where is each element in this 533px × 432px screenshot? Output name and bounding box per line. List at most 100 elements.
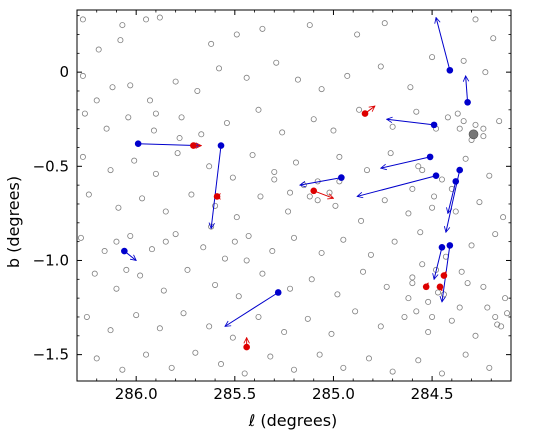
cluster [468, 129, 479, 140]
field-star-point [152, 110, 159, 117]
field-star-point [162, 238, 169, 245]
red-star-point [440, 272, 448, 279]
blue-star-vector [381, 156, 431, 168]
red-star-point [422, 283, 430, 291]
cluster-marker [468, 129, 479, 140]
field-star-point [81, 110, 88, 117]
field-star-point [492, 313, 499, 320]
field-star-point [281, 329, 288, 336]
field-star-point [389, 123, 396, 130]
blue-star-vector [225, 292, 279, 326]
field-star-point [498, 323, 505, 330]
field-star-point [178, 114, 185, 121]
red-star-point [213, 193, 221, 200]
blue-star-point [274, 289, 282, 296]
field-star-point [480, 283, 487, 290]
field-star-point [456, 125, 463, 132]
field-star-point [425, 329, 432, 336]
field-star-point [287, 189, 294, 196]
y-tick-label: −1.5 [33, 346, 69, 364]
field-star-point [176, 135, 183, 142]
x-tick-label: 286.0 [115, 385, 158, 403]
field-star-point [310, 116, 317, 123]
field-star-point [206, 323, 213, 330]
field-star-point [454, 110, 461, 117]
field-star-point [83, 313, 90, 320]
field-star-point [294, 76, 301, 83]
field-star-point [354, 31, 361, 38]
field-star-point [168, 364, 175, 371]
field-star-point [101, 248, 108, 255]
blue-star-point [464, 98, 471, 106]
field-star-point [383, 283, 390, 290]
field-star-point [460, 57, 467, 64]
field-star-point [389, 368, 396, 375]
field-star-point [146, 97, 153, 104]
field-star-point [308, 276, 315, 283]
y-axis-label: b (degrees) [4, 176, 23, 268]
field-star-point [458, 268, 465, 275]
field-star-point [292, 159, 299, 166]
field-star-point [448, 317, 455, 324]
y-tick-label: 0 [59, 63, 69, 81]
field-star-point [216, 65, 223, 72]
field-star-point [198, 131, 205, 138]
field-star-point [206, 163, 213, 170]
blue-star-vector [434, 247, 443, 279]
red-star-point [190, 142, 197, 149]
y-tick-label: −0.5 [33, 157, 69, 175]
field-star-point [318, 86, 325, 93]
field-star-point [269, 248, 276, 255]
field-star-point [152, 170, 159, 177]
field-star-point [401, 313, 408, 320]
field-star-point [486, 172, 493, 179]
field-star-point [444, 114, 451, 121]
field-star-point [212, 202, 219, 209]
field-star-point [413, 108, 420, 115]
field-star-point [160, 287, 167, 294]
field-star-point [271, 176, 278, 183]
field-star-point [143, 16, 150, 23]
field-star-point [415, 163, 422, 170]
field-star-point [326, 189, 333, 196]
field-star-point [502, 295, 509, 302]
field-star-point [290, 234, 297, 241]
field-star-point [413, 308, 420, 315]
field-star-point [409, 280, 416, 287]
field-star-point [233, 31, 240, 38]
blue-star-vector [448, 181, 457, 213]
field-star-point [387, 150, 394, 157]
field-star-point [285, 208, 292, 215]
field-star-point [328, 330, 335, 337]
field-star-point [249, 152, 256, 159]
x-axis-label: ℓ (degrees) [248, 411, 338, 430]
field-star-point [356, 106, 363, 113]
x-tick-label: 285.0 [312, 385, 355, 403]
field-star-point [468, 242, 475, 249]
field-star-point [409, 274, 416, 281]
field-star-point [287, 285, 294, 292]
field-star-point [188, 191, 195, 198]
field-star-point [431, 193, 438, 200]
field-star-point [93, 97, 100, 104]
field-star-point [484, 304, 491, 311]
field-star-point [472, 121, 479, 128]
field-star-point [306, 22, 313, 29]
field-star-point [257, 193, 264, 200]
field-star-point [143, 351, 150, 358]
blue-star-point [217, 142, 225, 149]
field-star-point [77, 234, 84, 241]
field-star-point [200, 244, 207, 251]
field-star-point [148, 246, 155, 253]
field-star-point [405, 210, 412, 217]
x-tick-label: 284.5 [411, 385, 454, 403]
blue-star-point [456, 166, 464, 174]
field-star-point [352, 308, 359, 315]
field-star-point [407, 84, 414, 91]
field-star-point [279, 129, 286, 136]
field-star-point [486, 364, 493, 371]
field-star-point [125, 114, 132, 121]
field-star-point [229, 334, 236, 341]
field-star-point [290, 366, 297, 373]
